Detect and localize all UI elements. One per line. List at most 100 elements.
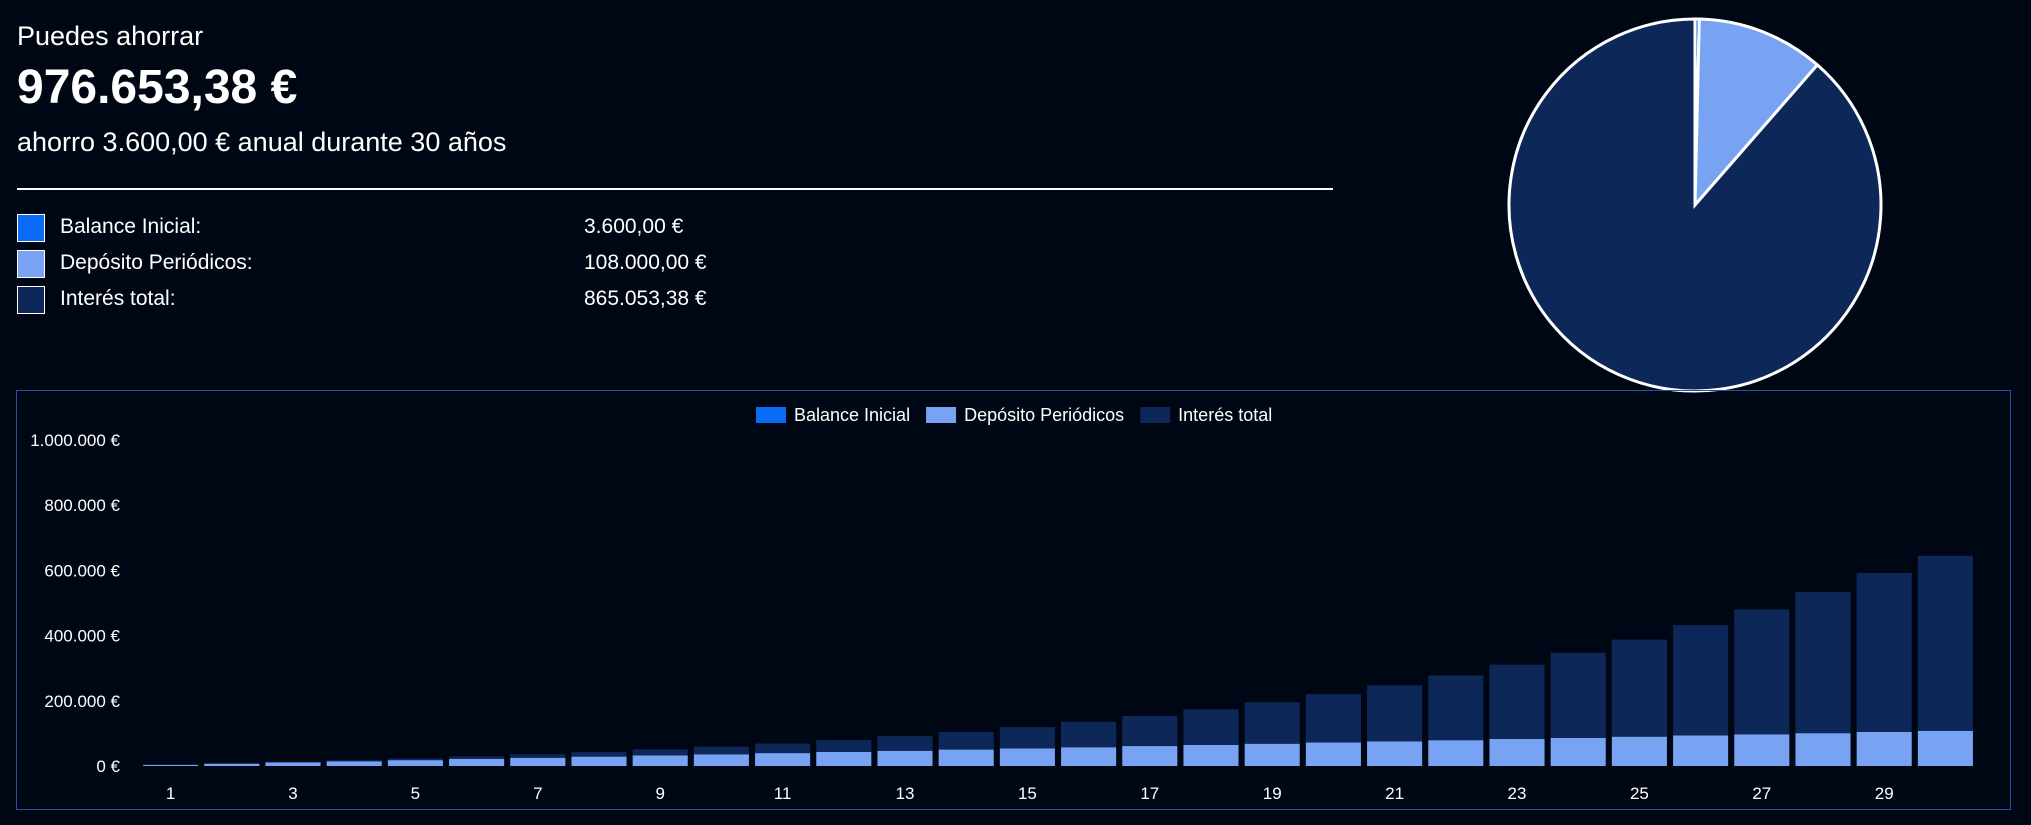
bar-segment xyxy=(449,758,505,766)
bar-segment xyxy=(693,754,749,766)
savings-summary: Puedes ahorrar 976.653,38 € ahorro 3.600… xyxy=(17,18,1333,160)
bar-segment xyxy=(1305,742,1361,766)
legend-item: Balance Inicial xyxy=(756,405,910,425)
legend-label: Depósito Periódicos xyxy=(964,405,1124,425)
pie-slice xyxy=(1507,17,1883,393)
summary-label: Puedes ahorrar xyxy=(17,21,204,51)
legend-label: Balance Inicial xyxy=(794,405,910,425)
bar-segment xyxy=(632,749,688,756)
bar-segment xyxy=(1611,736,1667,766)
x-tick-label: 25 xyxy=(1630,784,1649,803)
x-tick-label: 17 xyxy=(1140,784,1159,803)
bar-segment xyxy=(1367,741,1423,766)
bar-segment xyxy=(1917,730,1973,766)
x-tick-label: 1 xyxy=(166,784,175,803)
bar-segment xyxy=(1734,734,1790,766)
bar-segment xyxy=(1673,625,1729,736)
pie-chart xyxy=(1507,17,1883,393)
x-tick-label: 13 xyxy=(896,784,915,803)
x-tick-label: 7 xyxy=(533,784,542,803)
bar-segment xyxy=(1183,709,1239,745)
bar-segment xyxy=(571,756,627,766)
bar-segment xyxy=(510,754,566,758)
bar-segment xyxy=(693,746,749,755)
bar-segment xyxy=(632,755,688,766)
bar-segment xyxy=(1734,609,1790,735)
bar-segment xyxy=(1367,685,1423,742)
bar-segment xyxy=(1856,731,1912,766)
x-tick-label: 3 xyxy=(288,784,297,803)
bar-segment xyxy=(1673,735,1729,766)
bar-segment xyxy=(877,736,933,751)
bar-segment xyxy=(510,757,566,766)
bar-segment xyxy=(1550,652,1606,738)
bar-segment xyxy=(1061,747,1117,766)
y-tick-label: 1.000.000 € xyxy=(30,431,120,450)
breakdown-row-initial: Balance Inicial: 3.600,00 € xyxy=(17,212,817,248)
legend-swatch xyxy=(1140,407,1171,423)
bar-segment xyxy=(1795,592,1851,734)
breakdown-label: Depósito Periódicos: xyxy=(60,251,253,274)
x-tick-label: 21 xyxy=(1385,784,1404,803)
bar-segment xyxy=(1244,702,1300,744)
bar-segment xyxy=(1122,746,1178,766)
breakdown-row-deposits: Depósito Periódicos: 108.000,00 € xyxy=(17,248,817,284)
bar-segment xyxy=(1428,740,1484,766)
bar-segment xyxy=(938,749,994,766)
y-tick-label: 800.000 € xyxy=(44,496,120,515)
bar-segment xyxy=(204,763,260,766)
summary-subtitle: ahorro 3.600,00 € anual durante 30 años xyxy=(17,127,507,157)
divider xyxy=(17,188,1333,190)
pie-slice xyxy=(1693,17,1820,210)
breakdown-label: Interés total: xyxy=(60,287,176,310)
x-tick-label: 9 xyxy=(655,784,664,803)
bar-segment xyxy=(1428,675,1484,741)
bar-segment xyxy=(1611,639,1667,737)
x-tick-label: 29 xyxy=(1875,784,1894,803)
bar-segment xyxy=(999,727,1055,749)
bar-segment xyxy=(1183,744,1239,766)
x-tick-label: 27 xyxy=(1752,784,1771,803)
x-tick-label: 5 xyxy=(411,784,420,803)
x-tick-label: 23 xyxy=(1508,784,1527,803)
y-tick-label: 400.000 € xyxy=(44,627,120,646)
bar-segment xyxy=(326,761,382,766)
legend-swatch xyxy=(756,407,786,423)
bar-segment xyxy=(1489,664,1545,740)
bar-segment xyxy=(1856,573,1912,732)
bar-segment xyxy=(1122,715,1178,747)
bar-segment xyxy=(1244,743,1300,766)
bar-chart-frame xyxy=(16,390,2011,810)
x-tick-label: 19 xyxy=(1263,784,1282,803)
bar-chart: Balance Inicial Depósito Periódicos Interé… xyxy=(30,405,1973,803)
bar-segment xyxy=(387,758,443,761)
bar-segment xyxy=(265,761,321,763)
breakdown-value: 3.600,00 € xyxy=(584,215,684,238)
total-amount: 976.653,38 € xyxy=(17,61,298,114)
bar-segment xyxy=(449,756,505,759)
bar-segment xyxy=(1795,733,1851,766)
breakdown-list: Balance Inicial: 3.600,00 € Depósito Per… xyxy=(17,212,817,320)
bar-segment xyxy=(1061,721,1117,748)
bar-segment xyxy=(1917,555,1973,731)
bar-segment xyxy=(571,752,627,757)
bar-segment xyxy=(265,762,321,766)
y-tick-label: 0 € xyxy=(96,757,120,776)
breakdown-label: Balance Inicial: xyxy=(60,215,202,238)
legend-item: Interés total xyxy=(1140,405,1272,425)
bar-segment xyxy=(938,731,994,750)
bar-segment xyxy=(1489,739,1545,766)
bar-segment xyxy=(999,748,1055,766)
bar-segment xyxy=(755,743,811,754)
bar-segment xyxy=(1305,694,1361,743)
swatch-initial xyxy=(17,214,45,242)
x-tick-label: 15 xyxy=(1018,784,1037,803)
breakdown-value: 108.000,00 € xyxy=(584,251,707,274)
y-tick-label: 600.000 € xyxy=(44,561,120,580)
bar-segment xyxy=(387,760,443,766)
bar-segment xyxy=(816,740,872,752)
breakdown-value: 865.053,38 € xyxy=(584,287,707,310)
y-tick-label: 200.000 € xyxy=(44,692,120,711)
bar-segment xyxy=(816,751,872,766)
breakdown-row-interest: Interés total: 865.053,38 € xyxy=(17,284,817,320)
